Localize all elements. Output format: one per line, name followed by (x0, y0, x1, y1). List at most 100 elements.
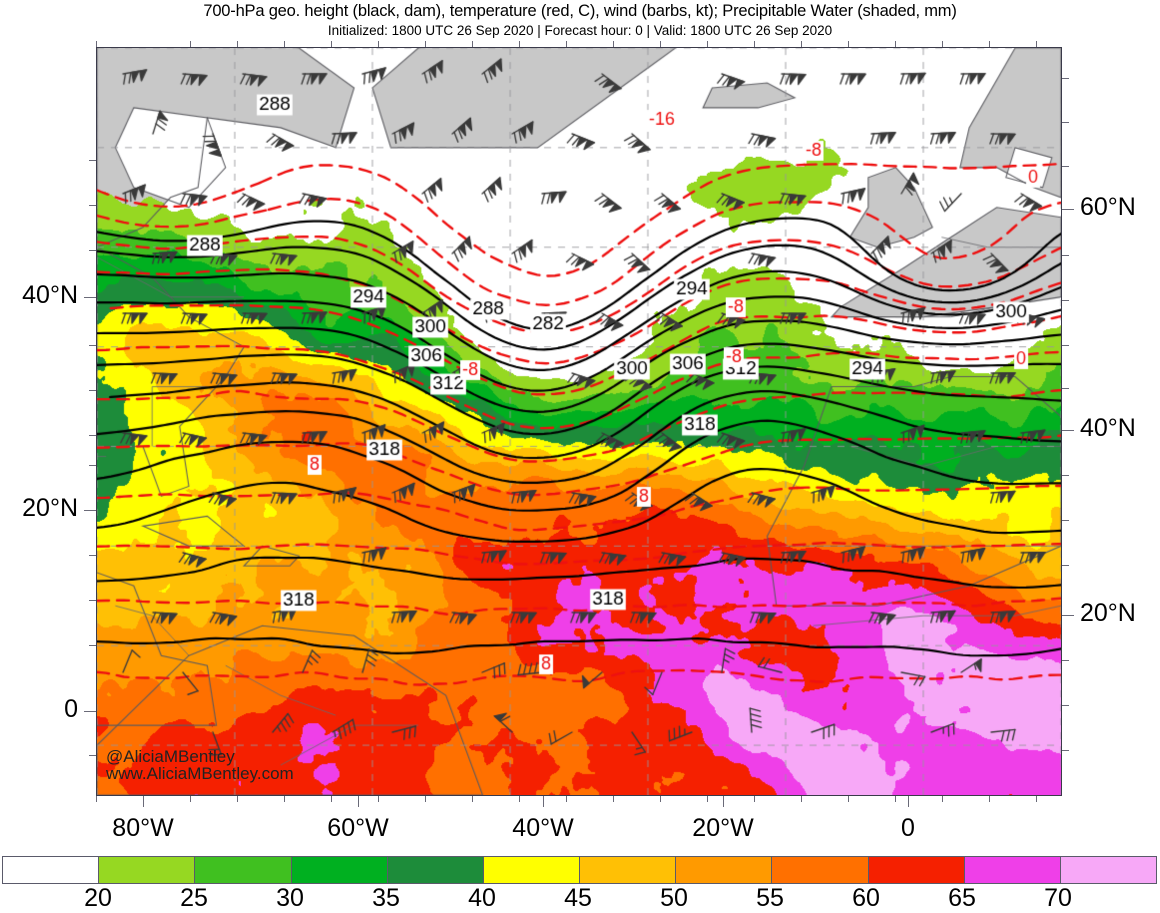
x-tick-minor (848, 796, 850, 802)
y-tick-minor-left (89, 345, 96, 347)
colorbar-tick-40: 40 (468, 884, 496, 912)
y-tick-major-right (1062, 615, 1074, 617)
x-tick-minor (989, 796, 991, 802)
colorbar-segment-8 (772, 857, 869, 883)
y-tick-minor-right (1062, 750, 1069, 752)
colorbar-segment-4 (387, 857, 484, 883)
x-tick-minor-top (707, 41, 709, 47)
y-tick-major-right (1062, 430, 1074, 432)
x-tick-minor-top (942, 41, 944, 47)
y-tick-minor-left (89, 600, 96, 602)
y-tick-minor-left (89, 160, 96, 162)
y-tick-minor-right (1062, 388, 1069, 390)
y-tick-major-left (84, 711, 96, 713)
x-tick-minor-top (519, 41, 521, 47)
y-axis-label-right-1: 40°N (1080, 414, 1136, 442)
x-tick-minor-top (801, 41, 803, 47)
x-tick-major (908, 796, 910, 807)
x-tick-major (358, 796, 360, 807)
x-tick-minor-top (331, 41, 333, 47)
y-tick-minor-left (89, 435, 96, 437)
y-tick-minor-right (1062, 300, 1069, 302)
x-tick-minor-top (754, 41, 756, 47)
y-tick-minor-left (89, 465, 96, 467)
x-tick-major (543, 796, 545, 807)
y-axis-label-right-0: 60°N (1080, 193, 1136, 221)
x-tick-minor (284, 796, 286, 802)
colorbar-segment-6 (580, 857, 677, 883)
x-tick-minor-top (895, 41, 897, 47)
x-tick-minor (613, 796, 615, 802)
x-tick-minor-top (190, 41, 192, 47)
y-axis-label-right-2: 20°N (1080, 599, 1136, 627)
x-tick-minor (96, 796, 98, 802)
colorbar-tick-35: 35 (372, 884, 400, 912)
x-tick-minor-top (848, 41, 850, 47)
y-tick-minor-left (89, 250, 96, 252)
colorbar-tick-55: 55 (756, 884, 784, 912)
colorbar-tick-60: 60 (852, 884, 880, 912)
x-tick-minor (425, 796, 427, 802)
y-tick-minor-left (89, 390, 96, 392)
page-title: 700-hPa geo. height (black, dam), temper… (203, 2, 957, 20)
x-tick-minor-top (96, 41, 98, 47)
y-tick-minor-right (1062, 78, 1069, 80)
x-tick-minor (378, 796, 380, 802)
x-tick-minor (660, 796, 662, 802)
colorbar-tick-70: 70 (1044, 884, 1072, 912)
colorbar[interactable] (2, 856, 1157, 884)
x-tick-minor (331, 796, 333, 802)
x-tick-minor-top (237, 41, 239, 47)
colorbar-segment-9 (868, 857, 965, 883)
colorbar-segment-11 (1060, 857, 1157, 883)
map-canvas (97, 48, 1061, 795)
y-tick-minor-right (1062, 166, 1069, 168)
x-tick-minor-top (284, 41, 286, 47)
colorbar-segment-2 (195, 857, 292, 883)
colorbar-tick-50: 50 (660, 884, 688, 912)
x-tick-minor (1036, 796, 1038, 802)
x-tick-minor-top (989, 41, 991, 47)
x-tick-major (723, 796, 725, 807)
colorbar-segment-1 (99, 857, 196, 883)
y-tick-minor-left (89, 205, 96, 207)
x-tick-minor-top (378, 41, 380, 47)
x-tick-minor (895, 796, 897, 802)
map-plot-area[interactable] (96, 47, 1062, 796)
x-tick-minor-top (613, 41, 615, 47)
x-tick-minor-top (472, 41, 474, 47)
x-axis-label-4: 0 (901, 814, 915, 842)
colorbar-segment-0 (3, 857, 100, 883)
colorbar-tick-30: 30 (276, 884, 304, 912)
y-tick-minor-right (1062, 255, 1069, 257)
y-tick-major-left (84, 510, 96, 512)
x-tick-minor (237, 796, 239, 802)
watermark-handle: @AliciaMBentley (106, 747, 235, 766)
x-tick-minor-top (1036, 41, 1038, 47)
colorbar-tick-45: 45 (564, 884, 592, 912)
y-tick-major-left (84, 297, 96, 299)
x-tick-minor (754, 796, 756, 802)
x-tick-minor (801, 796, 803, 802)
colorbar-tick-25: 25 (180, 884, 208, 912)
y-axis-label-left-2: 0 (64, 695, 78, 723)
page-subtitle: Initialized: 1800 UTC 26 Sep 2020 | Fore… (327, 23, 833, 38)
x-tick-minor (472, 796, 474, 802)
watermark-site: www.AliciaMBentley.com (106, 764, 294, 783)
colorbar-tick-65: 65 (948, 884, 976, 912)
y-tick-major-right (1062, 209, 1074, 211)
y-tick-minor-left (89, 645, 96, 647)
x-tick-major (143, 796, 145, 807)
colorbar-tick-labels: 20 25 30 35 40 45 50 55 60 65 70 (0, 884, 1160, 912)
colorbar-segment-5 (483, 857, 581, 883)
x-tick-minor (566, 796, 568, 802)
x-tick-minor (190, 796, 192, 802)
y-tick-minor-left (89, 555, 96, 557)
y-axis-label-left-0: 40°N (22, 281, 78, 309)
x-axis-label-1: 60°W (327, 814, 389, 842)
x-tick-minor-top (425, 41, 427, 47)
x-tick-minor (942, 796, 944, 802)
colorbar-segment-7 (676, 857, 773, 883)
y-tick-minor-right (1062, 660, 1069, 662)
